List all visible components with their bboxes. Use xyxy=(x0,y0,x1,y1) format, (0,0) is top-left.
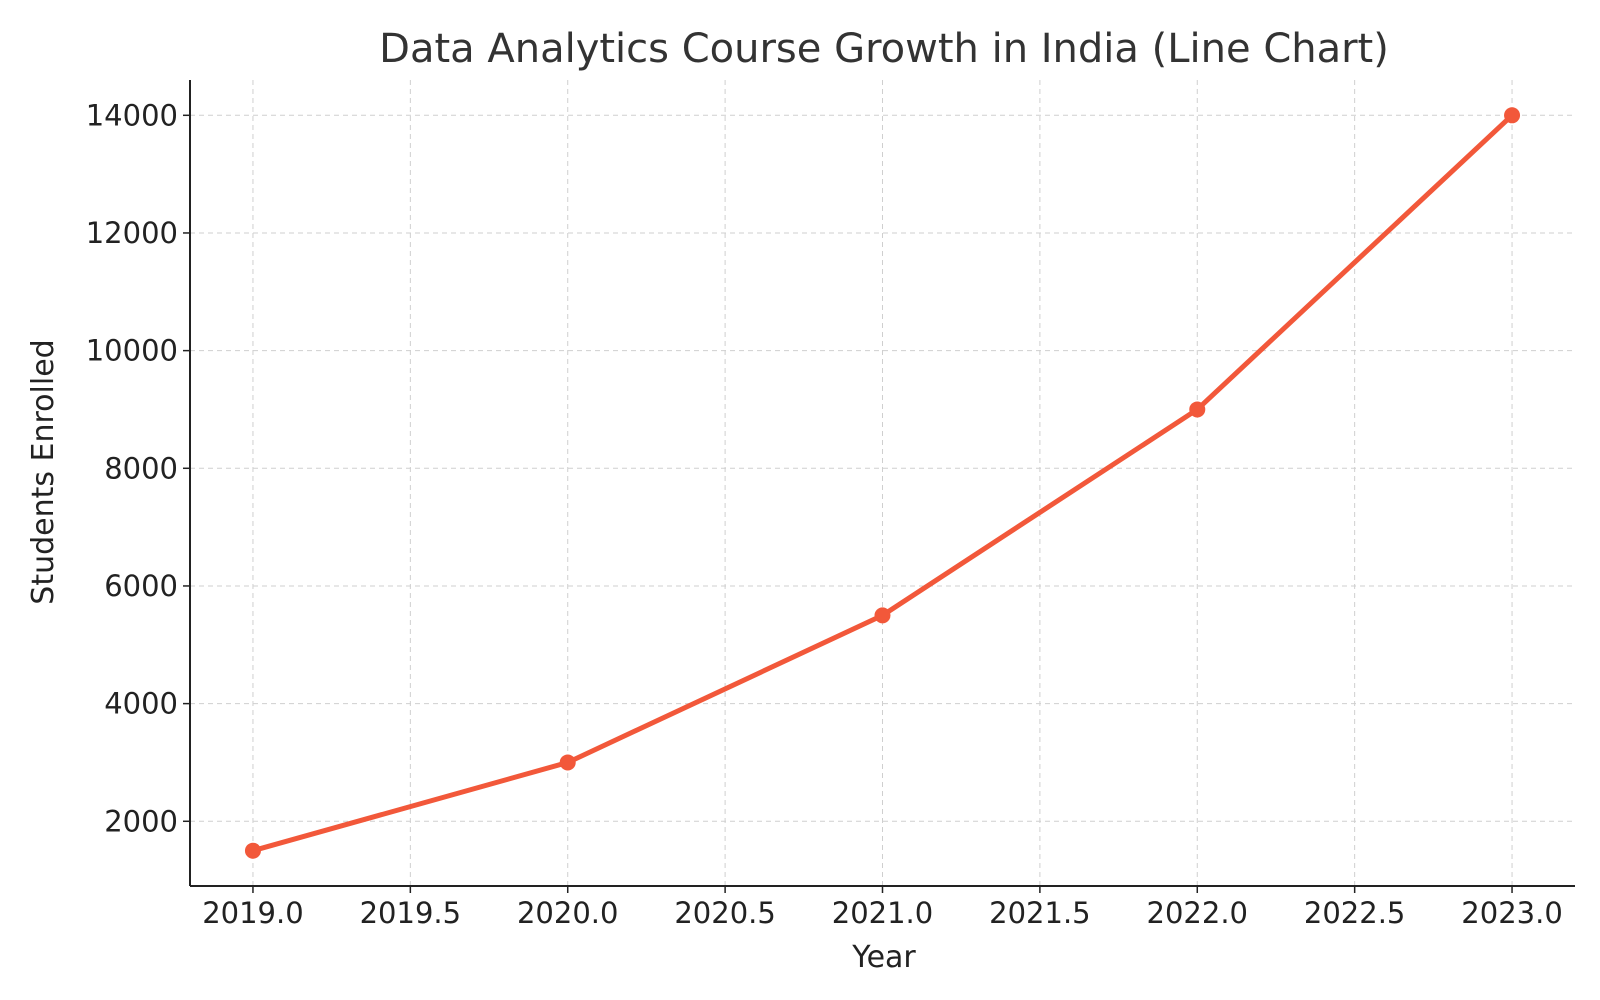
y-tick-label: 2000 xyxy=(104,804,178,838)
x-ticks: 2019.0 2019.5 2020.0 2020.5 2021.0 2021.5 2022… xyxy=(202,886,1563,930)
data-point xyxy=(244,842,261,859)
grid xyxy=(190,80,1575,886)
data-point xyxy=(1504,107,1521,124)
x-tick-label: 2020.5 xyxy=(674,896,775,930)
data-point xyxy=(1189,401,1206,418)
series-layer xyxy=(244,107,1521,859)
y-tick-label: 6000 xyxy=(104,569,178,603)
x-tick-label: 2020.0 xyxy=(517,896,618,930)
x-tick-label: 2021.5 xyxy=(989,896,1090,930)
y-tick-label: 12000 xyxy=(86,216,178,250)
x-tick-label: 2019.0 xyxy=(202,896,303,930)
x-axis-label: Year xyxy=(851,940,916,975)
x-tick-label: 2019.5 xyxy=(360,896,461,930)
x-tick-label: 2023.0 xyxy=(1461,896,1562,930)
chart-title: Data Analytics Course Growth in India (L… xyxy=(379,26,1389,72)
y-tick-label: 10000 xyxy=(86,334,178,368)
y-tick-label: 4000 xyxy=(104,687,178,721)
y-tick-label: 8000 xyxy=(104,451,178,485)
data-point xyxy=(874,607,891,624)
x-tick-label: 2021.0 xyxy=(832,896,933,930)
data-point xyxy=(559,754,576,771)
x-tick-label: 2022.5 xyxy=(1304,896,1405,930)
y-tick-label: 14000 xyxy=(86,98,178,132)
y-ticks: 2000 4000 6000 8000 10000 12000 14000 xyxy=(86,98,190,838)
x-tick-label: 2022.0 xyxy=(1147,896,1248,930)
y-axis-label: Students Enrolled xyxy=(26,339,61,604)
